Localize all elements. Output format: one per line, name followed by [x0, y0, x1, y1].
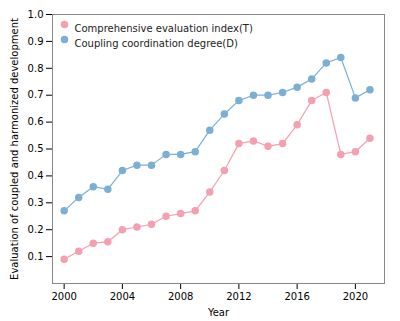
svg-text:Comprehensive evaluation index: Comprehensive evaluation index(T) — [75, 23, 253, 34]
svg-text:2012: 2012 — [226, 291, 251, 302]
svg-text:0.5: 0.5 — [28, 143, 44, 154]
svg-text:2016: 2016 — [284, 291, 309, 302]
svg-text:0.2: 0.2 — [28, 224, 44, 235]
svg-text:Coupling coordination degree(D: Coupling coordination degree(D) — [75, 38, 238, 49]
svg-text:2004: 2004 — [110, 291, 135, 302]
svg-text:0.1: 0.1 — [28, 251, 44, 262]
svg-text:0.4: 0.4 — [28, 170, 44, 181]
svg-text:0.7: 0.7 — [28, 89, 44, 100]
svg-text:Evaluation of coupled and harm: Evaluation of coupled and harmonized dev… — [9, 18, 20, 280]
svg-text:0.9: 0.9 — [28, 36, 44, 47]
svg-text:2000: 2000 — [51, 291, 76, 302]
svg-text:0.3: 0.3 — [28, 197, 44, 208]
svg-text:1.0: 1.0 — [28, 9, 44, 20]
svg-text:2008: 2008 — [168, 291, 193, 302]
svg-text:0.8: 0.8 — [28, 63, 44, 74]
svg-text:Year: Year — [207, 307, 230, 318]
svg-text:0.6: 0.6 — [28, 116, 44, 127]
svg-text:2020: 2020 — [343, 291, 368, 302]
